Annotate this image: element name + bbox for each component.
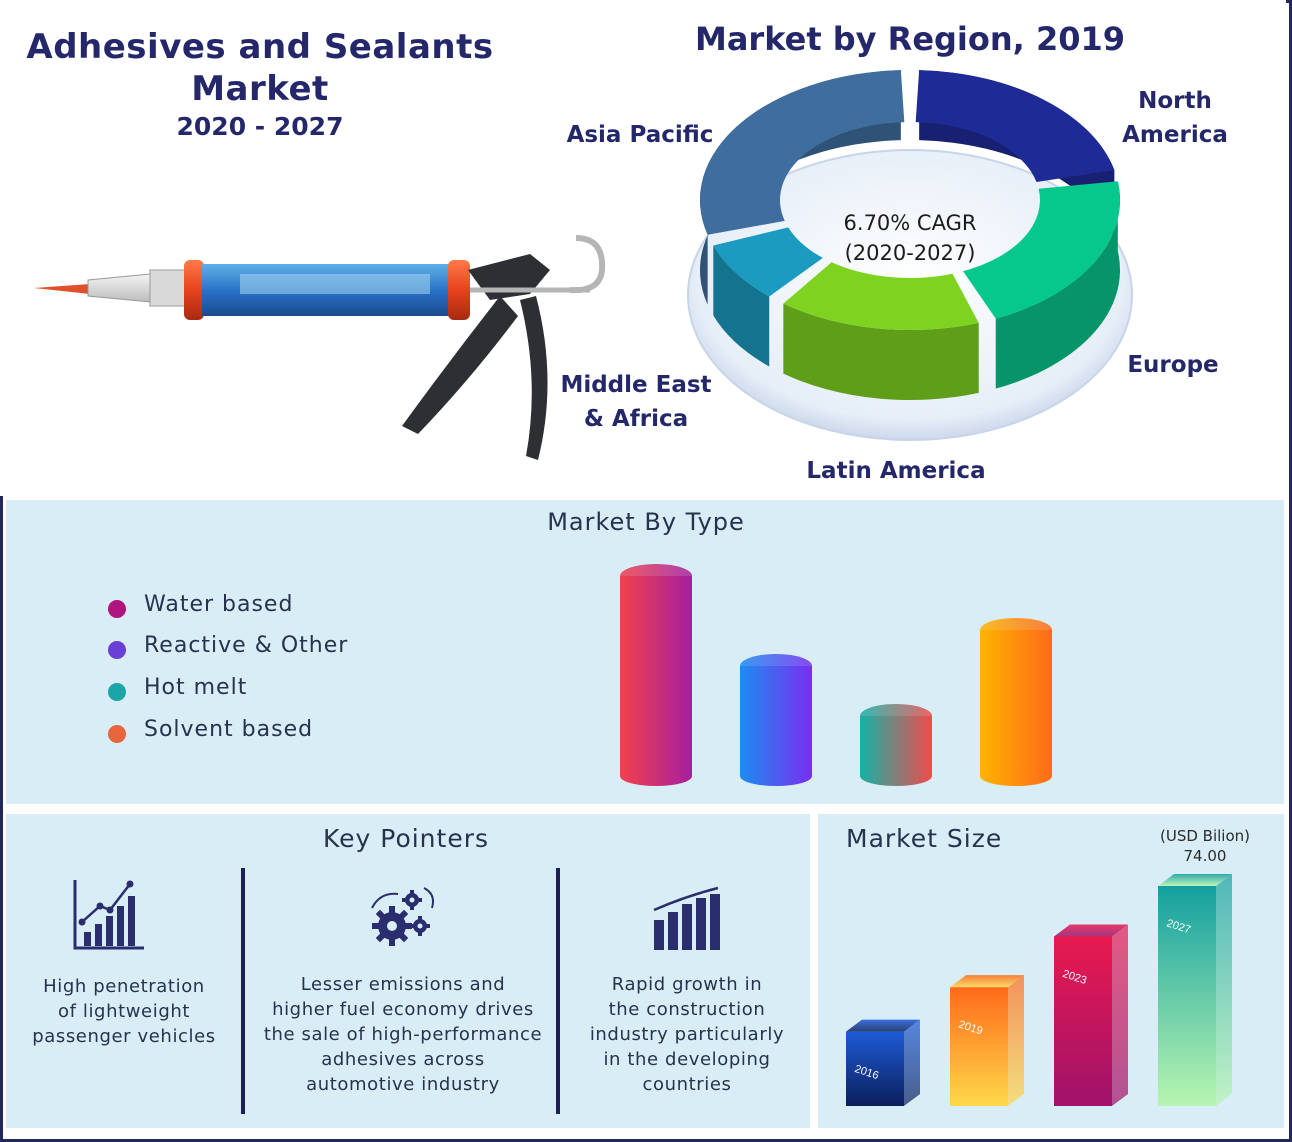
- mea-line-2: & Africa: [583, 406, 689, 432]
- market-size-value-2027: 74.00: [1183, 847, 1227, 865]
- cagr-label: 6.70% CAGR (2020-2027): [820, 208, 1000, 268]
- pointer-2-line-3: the sale of high-performance: [263, 1024, 543, 1045]
- pointer-2-line-4: adhesives across: [321, 1049, 485, 1070]
- type-bar-base-water-based: [620, 766, 692, 786]
- type-bar-base-solvent-based: [980, 766, 1052, 786]
- pointer-1-line-2: of lightweight: [57, 1001, 191, 1022]
- type-bar-top-solvent-based: [980, 618, 1052, 642]
- region-label-middle-east-africa: Middle East & Africa: [556, 368, 716, 436]
- north-america-line-1: North: [1138, 88, 1212, 114]
- pointer-1-line-1: High penetration: [43, 976, 205, 997]
- pointer-2-line-5: automotive industry: [306, 1074, 500, 1095]
- legend-label-reactive-other: Reactive & Other: [144, 633, 349, 658]
- market-size-unit: (USD Bilion): [1160, 827, 1250, 845]
- years-subtitle: 2020 - 2027: [176, 112, 344, 141]
- pointer-1-line-3: passenger vehicles: [32, 1026, 216, 1047]
- pointer-2-line-2: higher fuel economy drives: [272, 999, 534, 1020]
- legend-dot-hot-melt: [108, 683, 126, 701]
- key-pointers-panel: [6, 814, 810, 1128]
- size-bar-top-2027: [1158, 874, 1232, 886]
- pointer-3-line-5: countries: [642, 1074, 732, 1095]
- size-bar-top-2023: [1054, 924, 1128, 937]
- cagr-period: (2020-2027): [844, 241, 976, 265]
- pointer-2-line-1: Lesser emissions and: [300, 974, 506, 995]
- market-size-value-label: (USD Bilion) 74.00: [1140, 826, 1270, 866]
- pointer-text-2: Lesser emissions and higher fuel economy…: [252, 972, 554, 1097]
- donut-side-latin-america: [783, 303, 979, 400]
- legend-dot-reactive-other: [108, 641, 126, 659]
- pointer-3-line-3: industry particularly: [589, 1024, 785, 1045]
- type-bar-top-reactive-other: [740, 654, 812, 678]
- legend-dot-solvent-based: [108, 725, 126, 743]
- gears-icon: [371, 887, 434, 946]
- key-pointers-title: Key Pointers: [322, 824, 490, 853]
- donut-slice-north-america: [915, 70, 1115, 183]
- size-bar-side-2027: [1216, 874, 1232, 1106]
- size-bar-side-2016: [904, 1019, 920, 1106]
- type-bar-base-reactive-other: [740, 766, 812, 786]
- region-donut-chart: [687, 70, 1133, 441]
- caulking-gun-icon: [34, 235, 606, 460]
- type-bar-base-hot-melt: [860, 766, 932, 786]
- region-label-latin-america: Latin America: [806, 458, 986, 484]
- size-bar-side-2019: [1008, 975, 1024, 1106]
- type-bar-water-based: [620, 576, 692, 776]
- donut-side-europe: [995, 181, 1120, 389]
- donut-slice-latin-america: [783, 262, 979, 330]
- page-title: Adhesives and Sealants Market: [10, 26, 510, 110]
- type-bar-solvent-based: [980, 630, 1052, 776]
- pointer-3-line-1: Rapid growth in: [611, 974, 763, 995]
- title-line-2: Market: [191, 69, 329, 109]
- donut-side-middle-east-africa: [713, 245, 770, 367]
- pointer-text-3: Rapid growth in the construction industr…: [574, 972, 800, 1097]
- size-bar-2016: [846, 1031, 904, 1106]
- line-chart-icon: [73, 880, 144, 950]
- size-bar-2027: [1158, 886, 1216, 1106]
- type-bar-top-hot-melt: [860, 704, 932, 728]
- donut-slice-asia-pacific: [700, 70, 905, 235]
- legend-label-solvent-based: Solvent based: [144, 717, 314, 742]
- header-section: Adhesives and Sealants Market 2020 - 202…: [0, 0, 1286, 496]
- legend-label-water-based: Water based: [144, 592, 294, 617]
- legend-dot-water-based: [108, 600, 126, 618]
- size-bar-top-2016: [846, 1019, 920, 1032]
- pointer-3-line-4: in the developing: [603, 1049, 771, 1070]
- region-label-europe: Europe: [1127, 352, 1219, 378]
- size-bar-top-2019: [950, 975, 1024, 988]
- donut-slice-europe: [963, 181, 1120, 319]
- pointer-divider-2: [556, 868, 560, 1114]
- market-size-title: Market Size: [846, 824, 1003, 853]
- type-bar-reactive-other: [740, 666, 812, 776]
- market-by-type-title: Market By Type: [547, 508, 745, 536]
- region-label-asia-pacific: Asia Pacific: [566, 122, 714, 148]
- market-by-type-chart: [620, 564, 1052, 786]
- title-line-1: Adhesives and Sealants: [26, 27, 494, 67]
- cagr-value: 6.70% CAGR: [843, 211, 977, 235]
- donut-slice-middle-east-africa: [713, 227, 823, 297]
- mea-line-1: Middle East: [560, 372, 712, 398]
- bar-chart-icon: [653, 886, 720, 950]
- size-bar-2019: [950, 987, 1008, 1106]
- pointer-text-1: High penetration of lightweight passenge…: [16, 974, 232, 1049]
- size-bar-2023: [1054, 936, 1112, 1106]
- pointer-3-line-2: the construction: [608, 999, 766, 1020]
- size-bar-side-2023: [1112, 924, 1128, 1106]
- north-america-line-2: America: [1122, 122, 1228, 148]
- type-bar-top-water-based: [620, 564, 692, 588]
- region-label-north-america: North America: [1110, 84, 1240, 152]
- legend-label-hot-melt: Hot melt: [144, 675, 248, 700]
- region-chart-title: Market by Region, 2019: [694, 20, 1126, 58]
- pointer-divider-1: [241, 868, 245, 1114]
